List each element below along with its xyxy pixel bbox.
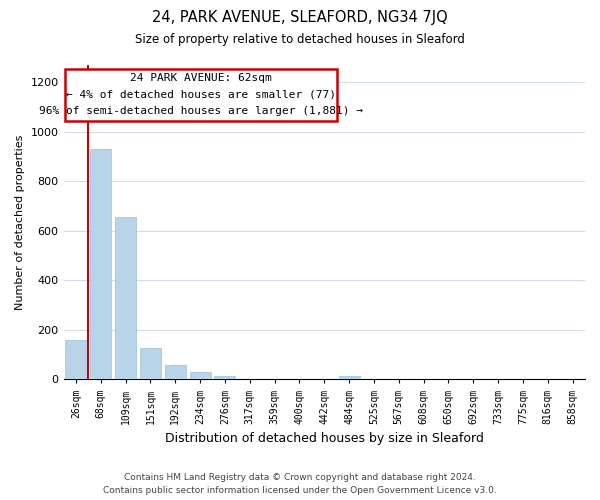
Text: 24 PARK AVENUE: 62sqm: 24 PARK AVENUE: 62sqm	[130, 73, 272, 83]
FancyBboxPatch shape	[65, 68, 337, 120]
Bar	[90, 149, 112, 380]
Text: ← 4% of detached houses are smaller (77): ← 4% of detached houses are smaller (77)	[66, 90, 336, 100]
Text: Contains HM Land Registry data © Crown copyright and database right 2024.
Contai: Contains HM Land Registry data © Crown c…	[103, 474, 497, 495]
Y-axis label: Number of detached properties: Number of detached properties	[15, 134, 25, 310]
Bar	[115, 217, 136, 380]
Text: Size of property relative to detached houses in Sleaford: Size of property relative to detached ho…	[135, 32, 465, 46]
Bar	[140, 348, 161, 380]
Bar	[214, 376, 235, 380]
Bar	[190, 372, 211, 380]
Bar	[65, 340, 86, 380]
Bar	[165, 364, 186, 380]
Text: 24, PARK AVENUE, SLEAFORD, NG34 7JQ: 24, PARK AVENUE, SLEAFORD, NG34 7JQ	[152, 10, 448, 25]
Bar	[338, 376, 359, 380]
Text: 96% of semi-detached houses are larger (1,881) →: 96% of semi-detached houses are larger (…	[39, 106, 363, 116]
X-axis label: Distribution of detached houses by size in Sleaford: Distribution of detached houses by size …	[165, 432, 484, 445]
